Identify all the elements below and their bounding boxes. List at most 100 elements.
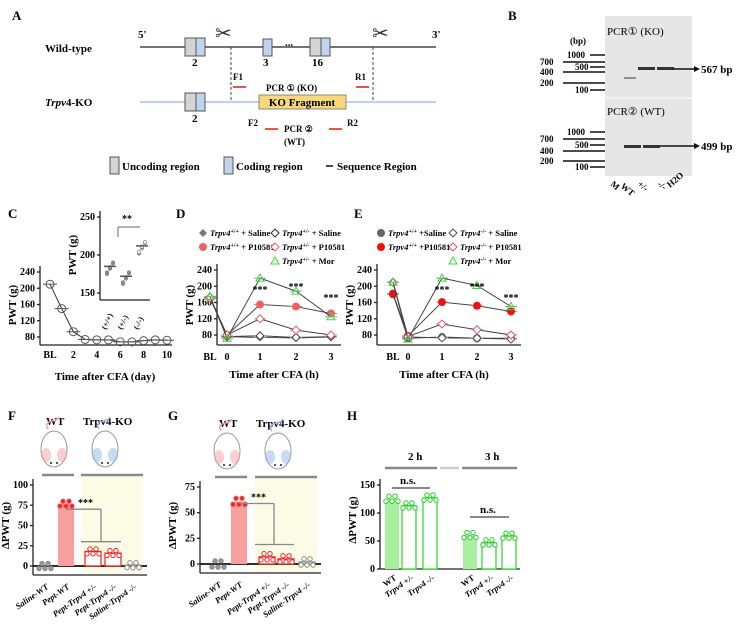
primer-r1: R1 bbox=[355, 72, 366, 82]
data-point bbox=[437, 333, 447, 343]
significance-label: *** bbox=[324, 293, 339, 304]
y-tick-label: 50 bbox=[185, 508, 195, 519]
x-tick-label: 1 bbox=[440, 352, 445, 363]
x-axis-title: Time after CFA (h) bbox=[399, 369, 489, 381]
data-point bbox=[400, 505, 406, 511]
ellipsis: ... bbox=[285, 37, 294, 49]
legend-treatment: +Saline bbox=[417, 228, 446, 238]
mouse-eye bbox=[229, 464, 231, 466]
y-tick-label: 25 bbox=[185, 533, 195, 544]
three-prime-label: 3' bbox=[432, 29, 441, 41]
data-point bbox=[127, 337, 137, 347]
ko-fragment-label: KO Fragment bbox=[269, 97, 336, 109]
ladder-700: 700 bbox=[540, 57, 554, 67]
mouse-tail bbox=[218, 418, 233, 432]
data-point bbox=[433, 497, 439, 503]
mouse-wt-icon bbox=[40, 416, 68, 468]
y-tick-label: 150 bbox=[360, 480, 375, 491]
data-point bbox=[409, 500, 415, 506]
inset-group-label: (-/-) bbox=[132, 315, 146, 331]
exon-label: 3 bbox=[263, 57, 269, 69]
x-tick-label: 0 bbox=[406, 352, 411, 363]
uncoding-exon bbox=[184, 92, 197, 112]
y-axis-title: ΔPWT (g) bbox=[0, 502, 12, 550]
data-point bbox=[150, 335, 160, 345]
data-point bbox=[36, 565, 42, 572]
group-title-ko: Trpv4-KO bbox=[83, 416, 133, 428]
inset-point bbox=[110, 260, 116, 265]
mouse-tail bbox=[269, 418, 284, 432]
significance-label: *** bbox=[253, 285, 268, 296]
y-tick-label: 50 bbox=[365, 536, 375, 547]
data-point bbox=[80, 334, 90, 344]
legend-label: Trpv4+/- + Mor bbox=[282, 256, 335, 266]
y-tick-label: 120 bbox=[20, 316, 35, 327]
primer-arrows bbox=[233, 86, 369, 130]
ko-fragment-box bbox=[258, 94, 347, 110]
data-point bbox=[92, 335, 102, 345]
significance-label: n.s. bbox=[400, 475, 416, 487]
mouse-wt-icon bbox=[213, 418, 241, 470]
y-tick-label: 200 bbox=[357, 281, 372, 292]
data-point bbox=[42, 565, 48, 572]
legend-treatment: + Saline bbox=[239, 228, 271, 238]
legend-coding-swatch bbox=[223, 156, 234, 175]
group-title-wt: WT bbox=[46, 416, 65, 428]
data-point bbox=[115, 337, 125, 347]
bar bbox=[385, 499, 399, 569]
data-point bbox=[66, 498, 72, 504]
y-tick-label: 200 bbox=[80, 250, 95, 261]
data-point bbox=[239, 495, 245, 501]
pcr1-label: PCR ① (KO) bbox=[266, 83, 317, 93]
data-point bbox=[438, 298, 446, 307]
x-tick-label: 3 bbox=[509, 352, 514, 363]
data-point bbox=[326, 311, 336, 321]
bar bbox=[401, 505, 417, 570]
data-point bbox=[286, 553, 292, 559]
series-line bbox=[209, 277, 332, 340]
legend-genotype: +/- bbox=[302, 229, 309, 235]
data-point bbox=[267, 551, 273, 557]
inset-point bbox=[120, 280, 126, 285]
primer-r2: R2 bbox=[347, 118, 358, 128]
inset-group-label: (+/+) bbox=[100, 312, 115, 331]
legend-treatment: + Mor bbox=[310, 256, 335, 266]
legend-gene: Trpv4 bbox=[388, 228, 408, 238]
legend-uncoding-swatch bbox=[109, 156, 120, 175]
data-point bbox=[427, 497, 433, 503]
data-point bbox=[218, 558, 224, 564]
data-point bbox=[57, 503, 63, 509]
legend-genotype: -/- bbox=[480, 229, 486, 235]
legend-label: Trpv4-/- + Saline bbox=[460, 228, 518, 238]
y-tick-label: 200 bbox=[197, 281, 212, 292]
x-tick-label: 8 bbox=[141, 350, 146, 361]
data-point bbox=[255, 331, 265, 341]
data-point bbox=[130, 564, 136, 571]
data-point bbox=[470, 529, 476, 536]
data-point bbox=[406, 505, 412, 511]
uncoding-exon bbox=[184, 37, 197, 57]
data-point bbox=[472, 333, 482, 343]
legend-marker bbox=[448, 255, 458, 265]
y-axis-title: PWT (g) bbox=[7, 284, 19, 325]
y-tick-label: 250 bbox=[80, 212, 95, 223]
ko-label: Trpv4-KO bbox=[45, 97, 93, 109]
legend-gene: Trpv4 bbox=[388, 242, 408, 252]
y-tick-label: 100 bbox=[360, 508, 375, 519]
data-point bbox=[386, 493, 392, 499]
ladder-200: 200 bbox=[540, 78, 554, 88]
exon-label: 2 bbox=[192, 113, 198, 125]
data-point bbox=[298, 562, 304, 568]
data-point bbox=[412, 505, 418, 511]
arrow-icon bbox=[694, 66, 700, 72]
y-tick-label: 80 bbox=[362, 330, 372, 341]
data-point bbox=[116, 552, 122, 559]
data-point bbox=[395, 498, 401, 504]
ladder-500: 500 bbox=[575, 140, 589, 150]
series-line bbox=[392, 294, 511, 339]
legend-marker bbox=[448, 228, 458, 238]
mouse-ear bbox=[265, 450, 275, 464]
data-point bbox=[304, 562, 310, 568]
x-tick-label: 10 bbox=[162, 350, 172, 361]
